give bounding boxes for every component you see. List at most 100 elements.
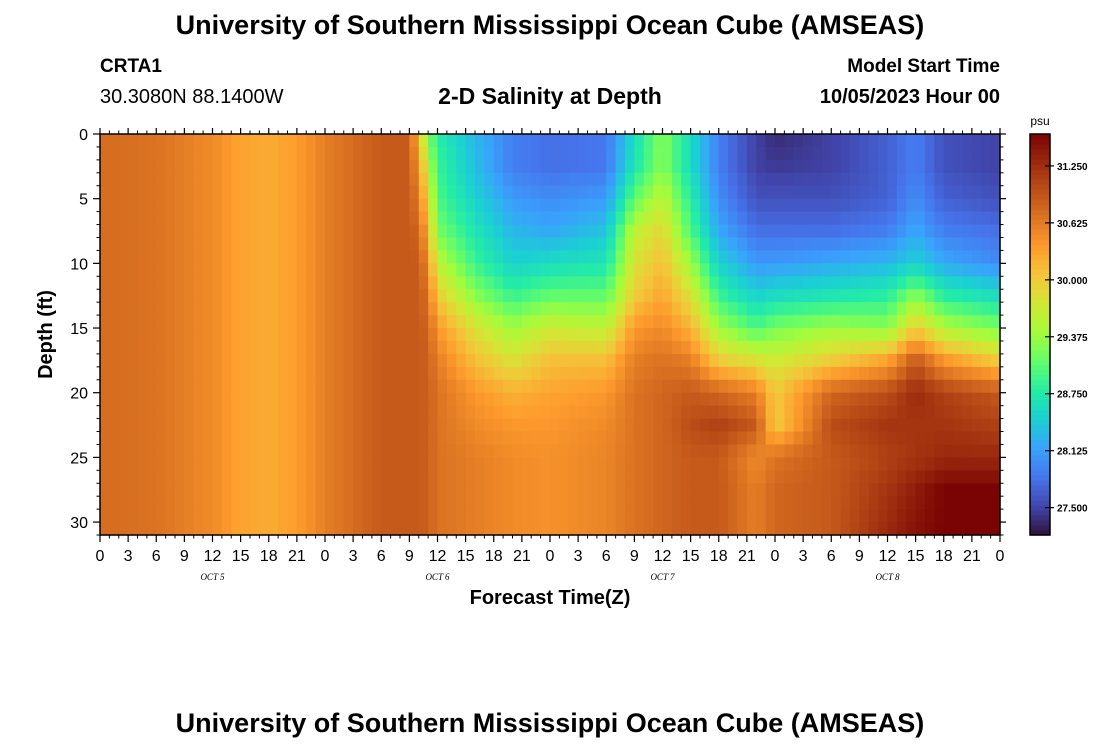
heatmap-cell bbox=[428, 185, 439, 200]
heatmap-cell bbox=[475, 185, 485, 200]
heatmap-cell bbox=[175, 353, 185, 368]
heatmap-cell bbox=[484, 198, 495, 213]
heatmap-cell bbox=[971, 289, 982, 303]
heatmap-cell bbox=[521, 224, 532, 239]
heatmap-cell bbox=[343, 392, 354, 407]
heatmap-cell bbox=[446, 224, 457, 239]
heatmap-cell bbox=[446, 263, 457, 277]
heatmap-cell bbox=[240, 224, 251, 239]
heatmap-cell bbox=[925, 185, 935, 200]
heatmap-cell bbox=[118, 172, 129, 187]
heatmap-cell bbox=[156, 470, 167, 484]
heatmap-cell bbox=[962, 315, 973, 329]
heatmap-cell bbox=[540, 444, 551, 458]
heatmap-cell bbox=[418, 224, 429, 239]
heatmap-cell bbox=[418, 328, 429, 342]
heatmap-cell bbox=[868, 522, 879, 536]
chart-subtitle: 2-D Salinity at Depth bbox=[438, 83, 662, 109]
heatmap-cell bbox=[812, 366, 823, 381]
heatmap-cell bbox=[934, 353, 945, 368]
heatmap-cell bbox=[409, 496, 420, 510]
heatmap-cell bbox=[775, 315, 785, 329]
heatmap-cell bbox=[371, 522, 382, 536]
heatmap-cell bbox=[512, 366, 523, 381]
heatmap-cell bbox=[850, 379, 860, 394]
heatmap-cell bbox=[456, 483, 467, 497]
heatmap-cell bbox=[278, 263, 289, 277]
heatmap-cell bbox=[418, 366, 429, 381]
heatmap-cell bbox=[465, 340, 476, 355]
heatmap-cell bbox=[475, 198, 485, 213]
heatmap-cell bbox=[512, 276, 523, 290]
heatmap-cell bbox=[400, 198, 410, 213]
heatmap-cell bbox=[137, 302, 148, 316]
heatmap-cell bbox=[700, 198, 710, 213]
heatmap-cell bbox=[353, 509, 364, 523]
heatmap-cell bbox=[465, 224, 476, 239]
heatmap-cell bbox=[859, 522, 870, 536]
heatmap-cell bbox=[728, 315, 739, 329]
heatmap-cell bbox=[175, 340, 185, 355]
heatmap-cell bbox=[512, 457, 523, 471]
heatmap-cell bbox=[915, 198, 926, 213]
heatmap-cell bbox=[390, 496, 401, 510]
heatmap-cell bbox=[559, 418, 570, 433]
heatmap-cell bbox=[550, 289, 560, 303]
heatmap-cell bbox=[184, 392, 195, 407]
heatmap-cell bbox=[540, 289, 551, 303]
heatmap-cell bbox=[137, 315, 148, 329]
heatmap-cell bbox=[690, 185, 701, 200]
heatmap-cell bbox=[925, 302, 935, 316]
heatmap-cell bbox=[775, 457, 785, 471]
heatmap-cell bbox=[475, 172, 485, 187]
heatmap-cell bbox=[503, 250, 514, 264]
heatmap-cell bbox=[184, 289, 195, 303]
heatmap-cell bbox=[568, 198, 579, 213]
heatmap-cell bbox=[306, 134, 317, 148]
heatmap-cell bbox=[859, 289, 870, 303]
heatmap-cell bbox=[653, 250, 664, 264]
heatmap-cell bbox=[737, 159, 748, 174]
heatmap-cell bbox=[465, 509, 476, 523]
heatmap-cell bbox=[231, 392, 242, 407]
heatmap-cell bbox=[371, 457, 382, 471]
heatmap-cell bbox=[278, 522, 289, 536]
heatmap-cell bbox=[859, 302, 870, 316]
heatmap-cell bbox=[746, 353, 757, 368]
heatmap-cell bbox=[925, 134, 935, 148]
heatmap-cell bbox=[653, 159, 664, 174]
heatmap-cell bbox=[896, 198, 907, 213]
heatmap-cell bbox=[165, 146, 176, 161]
heatmap-cell bbox=[643, 483, 654, 497]
heatmap-cell bbox=[690, 392, 701, 407]
heatmap-cell bbox=[793, 509, 804, 523]
heatmap-cell bbox=[409, 263, 420, 277]
heatmap-cell bbox=[325, 289, 335, 303]
heatmap-cell bbox=[175, 418, 185, 433]
heatmap-cell bbox=[118, 483, 129, 497]
heatmap-cell bbox=[718, 198, 729, 213]
heatmap-cell bbox=[662, 146, 673, 161]
heatmap-cell bbox=[231, 340, 242, 355]
heatmap-cell bbox=[653, 470, 664, 484]
heatmap-cell bbox=[146, 418, 157, 433]
heatmap-cell bbox=[278, 405, 289, 420]
heatmap-cell bbox=[390, 315, 401, 329]
heatmap-cell bbox=[878, 146, 889, 161]
heatmap-cell bbox=[934, 224, 945, 239]
heatmap-cell bbox=[896, 483, 907, 497]
heatmap-cell bbox=[128, 379, 139, 394]
heatmap-cell bbox=[371, 392, 382, 407]
heatmap-cell bbox=[231, 302, 242, 316]
heatmap-cell bbox=[437, 211, 448, 226]
heatmap-cell bbox=[578, 340, 589, 355]
heatmap-cell bbox=[381, 431, 392, 446]
heatmap-cell bbox=[896, 211, 907, 226]
heatmap-cell bbox=[193, 353, 204, 368]
heatmap-cell bbox=[540, 509, 551, 523]
heatmap-cell bbox=[212, 431, 223, 446]
heatmap-cell bbox=[915, 289, 926, 303]
heatmap-cell bbox=[690, 146, 701, 161]
heatmap-cell bbox=[437, 522, 448, 536]
y-tick-label: 10 bbox=[70, 256, 88, 273]
